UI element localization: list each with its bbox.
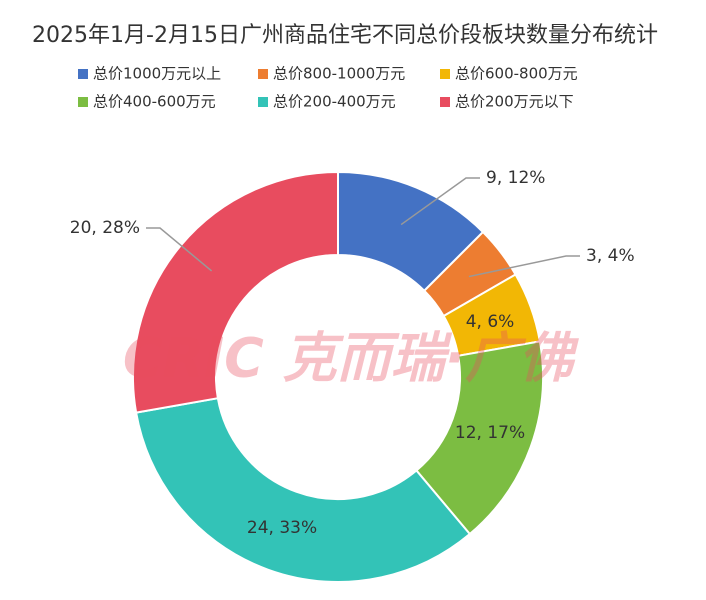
legend-swatch — [258, 69, 268, 79]
legend-label: 总价200万元以下 — [455, 93, 574, 111]
watermark: CRIC 克而瑞·广佛 — [123, 327, 579, 390]
donut — [131, 170, 544, 583]
legend-swatch — [440, 69, 450, 79]
data-label: 24, 33% — [247, 518, 317, 538]
legend-label: 总价400-600万元 — [93, 93, 216, 111]
legend: 总价1000万元以上 总价800-1000万元 总价600-800万元总价400-6… — [78, 65, 578, 111]
data-label: 4, 6% — [466, 312, 515, 332]
leader-line — [146, 227, 213, 272]
leader-line — [400, 177, 480, 226]
legend-label: 总价200-400万元 — [273, 93, 396, 111]
donut-slice — [131, 170, 339, 414]
legend-swatch — [258, 97, 268, 107]
legend-swatch — [440, 97, 450, 107]
legend-label: 总价600-800万元 — [455, 65, 578, 83]
legend-swatch — [78, 69, 88, 79]
legend-label: 总价1000万元以上 — [93, 65, 221, 83]
legend-swatch — [78, 97, 88, 107]
data-label: 3, 4% — [586, 246, 635, 266]
data-label: 20, 28% — [70, 218, 140, 238]
data-label: 9, 12% — [486, 168, 545, 188]
leader-line — [468, 255, 580, 278]
data-labels: 9, 12% 3, 4% 4, 6% 12, 17% 24, 33% 20, 28% — [70, 168, 635, 538]
chart-title: 2025年1月-2月15日广州商品住宅不同总价段板块数量分布统计 — [32, 23, 658, 48]
donut-slice — [134, 397, 472, 583]
data-label: 12, 17% — [455, 423, 525, 443]
legend-label: 总价800-1000万元 — [273, 65, 405, 83]
